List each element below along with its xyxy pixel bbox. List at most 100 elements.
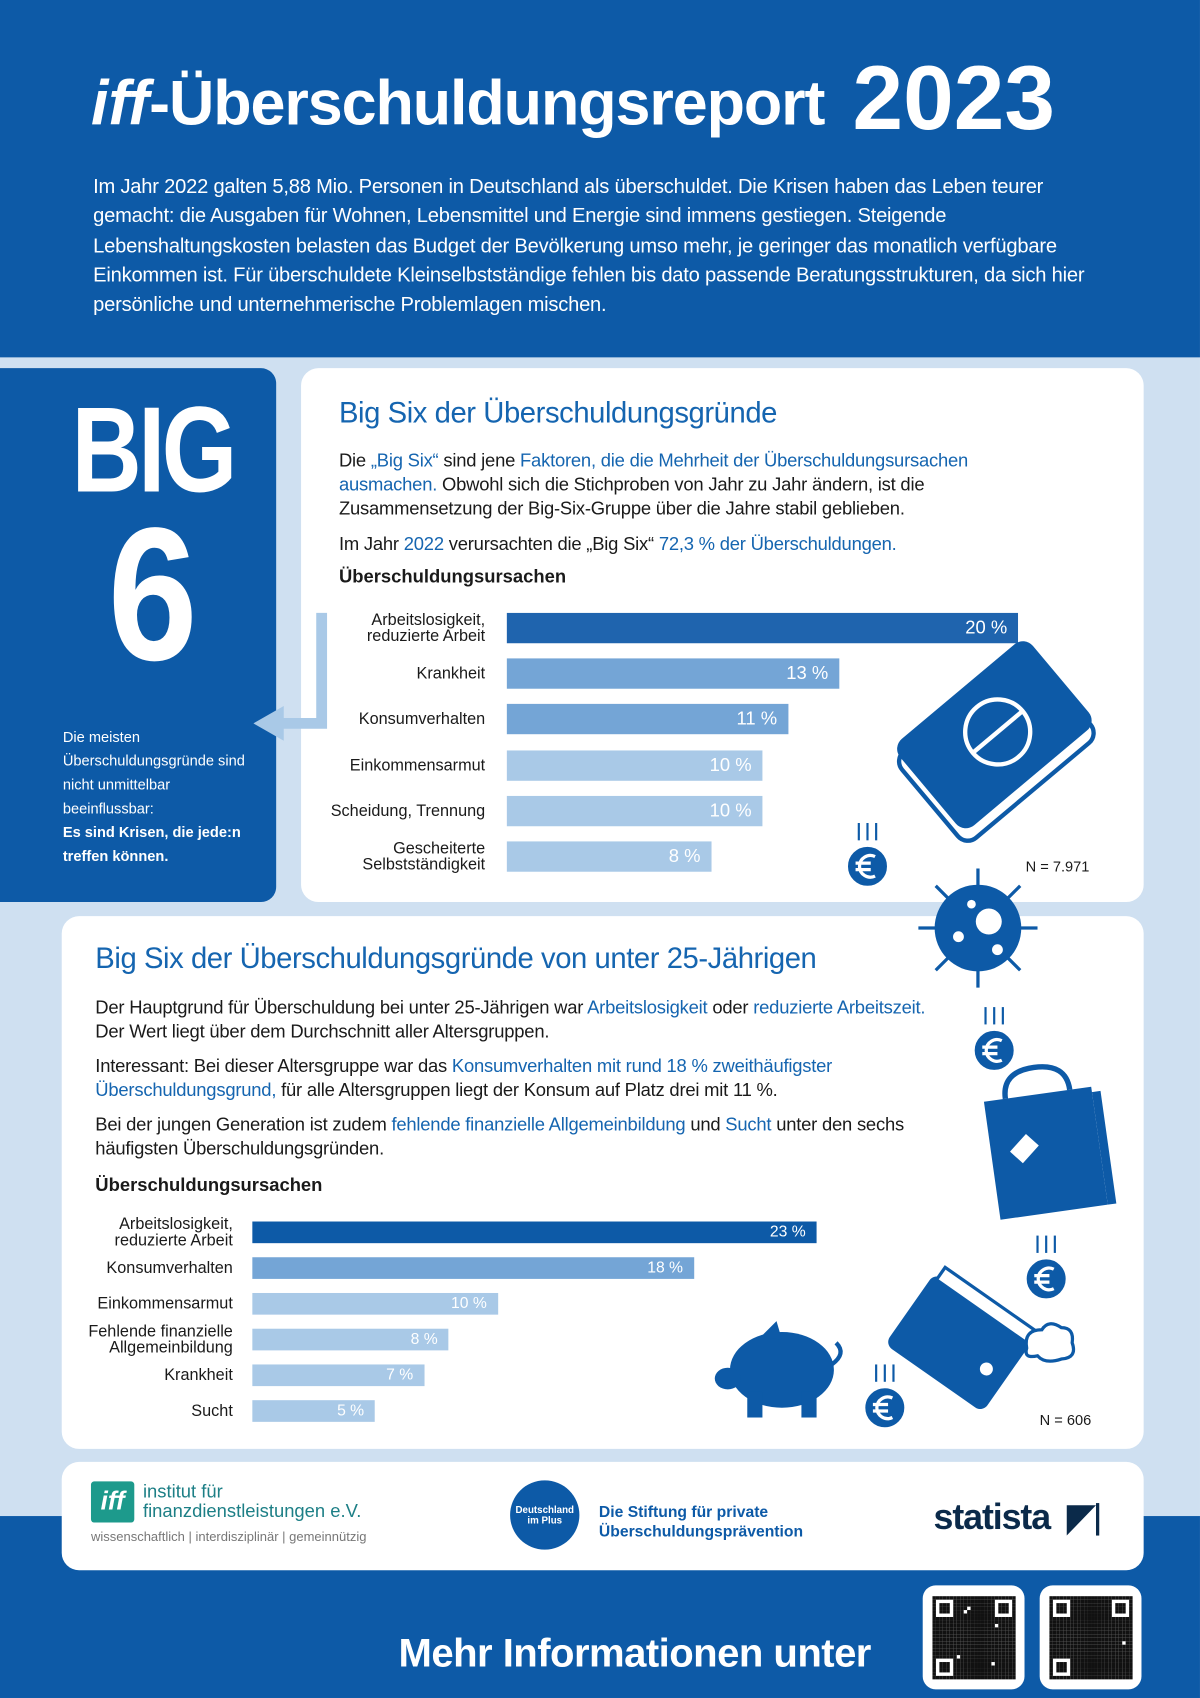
qr-cell bbox=[932, 1665, 936, 1669]
qr-cell bbox=[932, 1668, 936, 1673]
qr-cell bbox=[1084, 1665, 1088, 1669]
qr-cell bbox=[1070, 1634, 1074, 1638]
qr-cell bbox=[1005, 1603, 1009, 1607]
qr-cell bbox=[1073, 1613, 1078, 1617]
category-label: Arbeitslosigkeit, reduzierte Arbeit bbox=[114, 1215, 233, 1250]
qr-cell bbox=[1104, 1668, 1109, 1673]
value-label: 5 % bbox=[337, 1402, 365, 1420]
qr-cell bbox=[1118, 1634, 1123, 1638]
qr-cell bbox=[939, 1606, 943, 1611]
qr-cell bbox=[1118, 1665, 1123, 1669]
qr-cell bbox=[956, 1672, 961, 1676]
qr-cell bbox=[1091, 1644, 1095, 1649]
qr-cell bbox=[974, 1665, 978, 1669]
qr-cell bbox=[953, 1606, 957, 1611]
qr-cell bbox=[1097, 1623, 1102, 1628]
qr-cell bbox=[1001, 1620, 1006, 1624]
qr-cell bbox=[946, 1610, 950, 1614]
qr-cell bbox=[953, 1644, 957, 1649]
qr-cell bbox=[1049, 1675, 1053, 1680]
qr-cell bbox=[974, 1648, 978, 1652]
qr-cell bbox=[1087, 1644, 1092, 1649]
qr-cell bbox=[1001, 1616, 1006, 1621]
qr-cell bbox=[953, 1603, 957, 1607]
qr-cell bbox=[1070, 1644, 1074, 1649]
qr-cell bbox=[963, 1644, 968, 1649]
qr-cell bbox=[1094, 1641, 1098, 1645]
qr-cell bbox=[1087, 1662, 1092, 1666]
qr-cell bbox=[984, 1672, 988, 1676]
qr-cell bbox=[1115, 1634, 1119, 1638]
qr-cell bbox=[1073, 1623, 1078, 1628]
qr-cell bbox=[942, 1634, 947, 1638]
qr-cell bbox=[1008, 1616, 1013, 1621]
qr-cell bbox=[953, 1637, 957, 1642]
qr-cell bbox=[1059, 1610, 1064, 1614]
qr-cell bbox=[1005, 1641, 1009, 1645]
qr-cell bbox=[1091, 1623, 1095, 1628]
qr-cell bbox=[1118, 1610, 1123, 1614]
qr-cell bbox=[1056, 1651, 1060, 1656]
qr-cell bbox=[984, 1641, 988, 1645]
qr-cell bbox=[1049, 1596, 1053, 1600]
qr-cell bbox=[998, 1648, 1002, 1652]
qr-cell bbox=[1073, 1596, 1078, 1600]
qr-cell bbox=[1118, 1637, 1123, 1642]
qr-cell bbox=[1077, 1641, 1081, 1645]
qr-cell bbox=[1008, 1662, 1013, 1666]
qr-cell bbox=[1084, 1596, 1088, 1600]
qr-cell bbox=[1104, 1620, 1109, 1624]
qr-cell bbox=[942, 1603, 947, 1607]
qr-cell bbox=[960, 1644, 964, 1649]
qr-cell bbox=[1012, 1665, 1016, 1669]
qr-cell bbox=[1077, 1606, 1081, 1611]
qr-cell bbox=[998, 1675, 1002, 1680]
qr-cell bbox=[1115, 1675, 1119, 1680]
qr-cell bbox=[1056, 1610, 1060, 1614]
qr-cell bbox=[977, 1648, 981, 1652]
qr-cell bbox=[949, 1596, 954, 1600]
qr-cell bbox=[984, 1662, 988, 1666]
qr-cell bbox=[939, 1648, 943, 1652]
qr-cell bbox=[994, 1634, 999, 1638]
qr-cell bbox=[991, 1668, 995, 1673]
qr-cell bbox=[1059, 1616, 1064, 1621]
qr-cell bbox=[1122, 1668, 1126, 1673]
qr-cell bbox=[998, 1668, 1002, 1673]
qr-cell bbox=[1059, 1630, 1064, 1635]
qr-cell bbox=[1122, 1644, 1126, 1649]
qr-cell bbox=[991, 1641, 995, 1645]
iff-mark: iff bbox=[90, 1481, 135, 1523]
qr-cell bbox=[977, 1620, 981, 1624]
qr-cell bbox=[939, 1603, 943, 1607]
qr-cell bbox=[1104, 1658, 1109, 1663]
qr-cell bbox=[1056, 1627, 1060, 1631]
qr-cell bbox=[963, 1606, 968, 1611]
qr-cell bbox=[1056, 1634, 1060, 1638]
purse-icon bbox=[888, 1265, 1037, 1410]
qr-cell bbox=[956, 1613, 961, 1617]
highlight-text: „Big Six“ bbox=[370, 450, 439, 472]
qr-cell bbox=[956, 1644, 961, 1649]
highlight-text: 72,3 % der Überschuldungen. bbox=[658, 533, 897, 555]
qr-cell bbox=[1094, 1651, 1098, 1656]
qr-cell bbox=[1070, 1665, 1074, 1669]
qr-cell bbox=[1008, 1672, 1013, 1676]
qr-cell bbox=[1129, 1613, 1133, 1617]
qr-cell bbox=[932, 1672, 936, 1676]
bar: 8 % bbox=[506, 841, 712, 872]
qr-cell bbox=[1125, 1630, 1130, 1635]
qr-cell bbox=[953, 1634, 957, 1638]
qr-cell bbox=[963, 1651, 968, 1656]
qr-cell bbox=[1118, 1668, 1123, 1673]
qr-cell bbox=[949, 1630, 954, 1635]
qr-cell bbox=[970, 1596, 975, 1600]
qr-cell bbox=[1012, 1623, 1016, 1628]
qr-cell bbox=[1066, 1648, 1071, 1652]
qr-cell bbox=[946, 1675, 950, 1680]
qr-cell bbox=[956, 1648, 961, 1652]
qr-cell bbox=[942, 1616, 947, 1621]
qr-cell bbox=[1094, 1599, 1098, 1604]
qr-cell bbox=[977, 1665, 981, 1669]
qr-cell bbox=[1066, 1641, 1071, 1645]
